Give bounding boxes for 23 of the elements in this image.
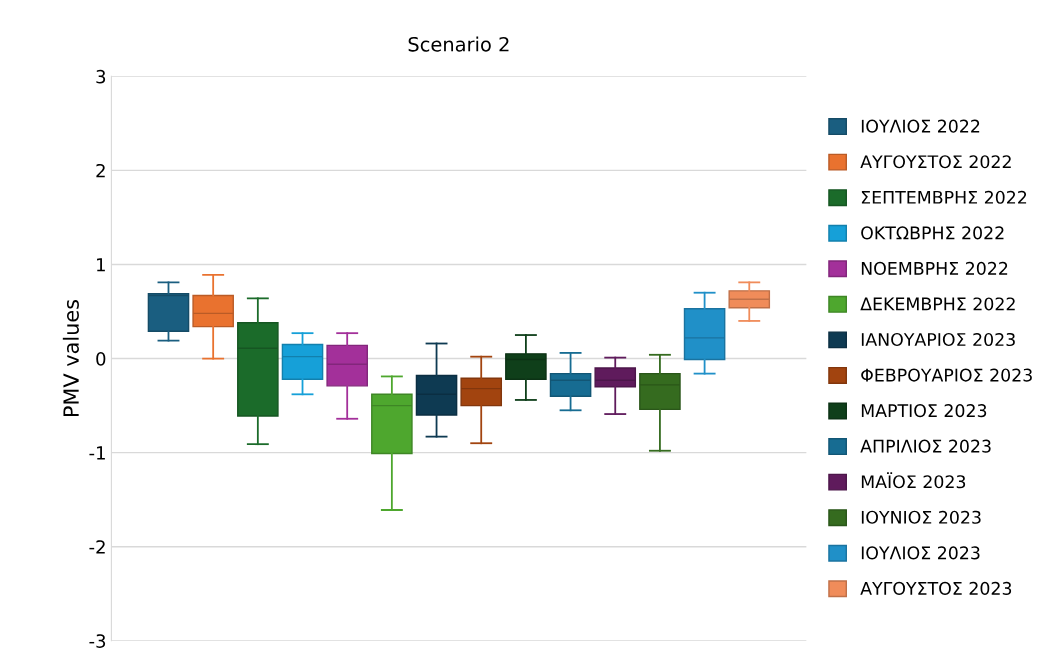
legend-label: ΝΟΕΜΒΡΗΣ 2022	[861, 261, 1008, 275]
y-tick-label: 1	[97, 258, 105, 272]
y-tick-label: 0	[96, 352, 106, 366]
legend-label: ΟΚΤΩΒΡΗΣ 2022	[861, 226, 1004, 240]
legend-label: ΙΟΥΛΙΟΣ 2023	[861, 546, 980, 560]
legend-label: ΙΑΝΟΥΑΡΙΟΣ 2023	[861, 332, 1015, 347]
y-tick-label: 3	[96, 69, 106, 84]
y-tick-label: -3	[89, 634, 106, 648]
y-tick-label: 2	[96, 163, 105, 178]
legend-label: ΑΥΓΟΥΣΤΟΣ 2023	[860, 581, 1012, 595]
legend-label: ΑΥΓΟΥΣΤΟΣ 2022	[860, 155, 1011, 169]
y-axis-title: PMV values	[62, 299, 79, 417]
chart-title: Scenario 2	[408, 36, 509, 52]
y-tick-label: -1	[89, 446, 105, 460]
legend-label: ΙΟΥΛΙΟΣ 2022	[861, 119, 980, 133]
legend-label: ΜΑΪΟΣ 2023	[861, 472, 966, 489]
legend-label: ΔΕΚΕΜΒΡΗΣ 2022	[860, 297, 1015, 311]
legend-label: ΣΕΠΤΕΜΒΡΗΣ 2022	[861, 190, 1027, 204]
legend-label: ΜΑΡΤΙΟΣ 2023	[861, 404, 987, 418]
legend-label: ΙΟΥΝΙΟΣ 2023	[861, 510, 981, 524]
legend-label: ΦΕΒΡΟΥΑΡΙΟΣ 2023	[861, 368, 1032, 382]
legend-label: ΑΠΡΙΛΙΟΣ 2023	[860, 439, 991, 453]
y-tick-label: -2	[89, 540, 105, 554]
